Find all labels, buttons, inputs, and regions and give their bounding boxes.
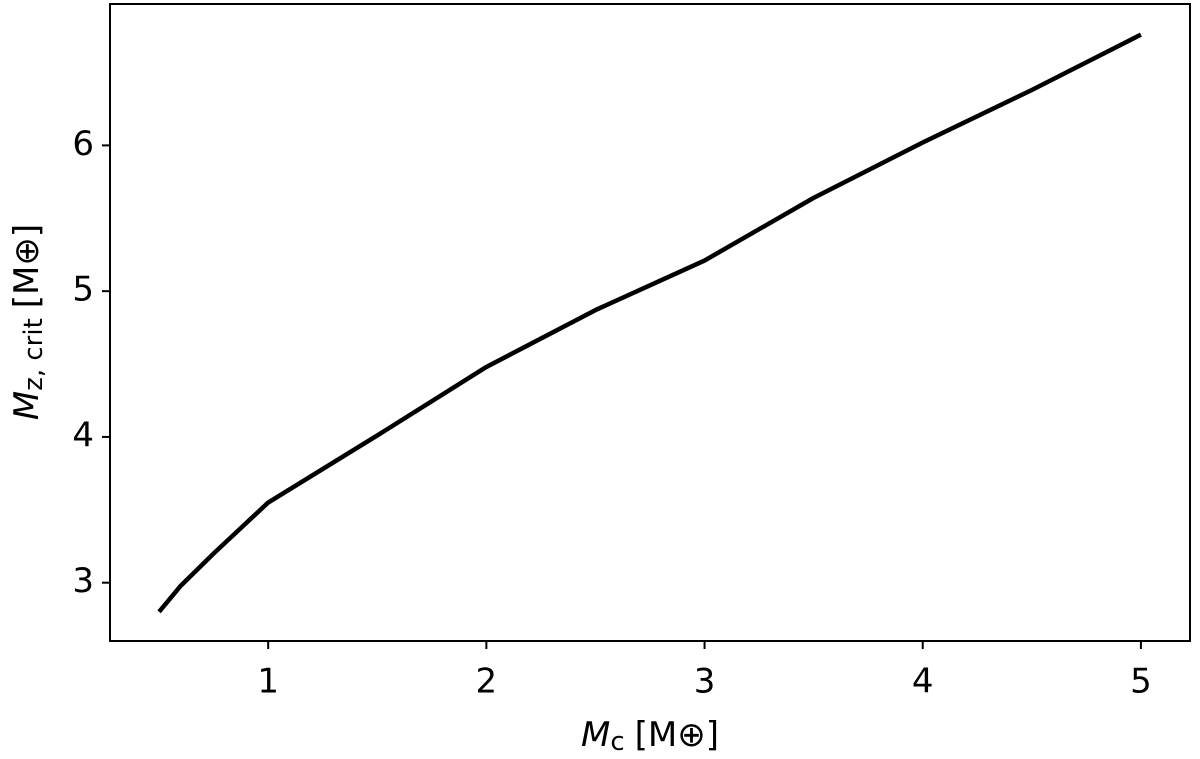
y-tick-label: 6 xyxy=(72,124,94,164)
x-axis-label: Mc [M⊕] xyxy=(581,715,719,757)
x-tick-label: 2 xyxy=(476,662,498,702)
y-tick-label: 5 xyxy=(72,270,94,310)
x-tick-label: 3 xyxy=(694,662,716,702)
y-tick-label: 4 xyxy=(72,415,94,455)
x-tick-label: 1 xyxy=(257,662,279,702)
plot-frame xyxy=(109,3,1191,642)
data-line xyxy=(157,32,1142,614)
x-tick-label: 4 xyxy=(912,662,934,702)
y-axis-label: Mz, crit[M⊕] xyxy=(7,224,49,420)
x-tick-label: 5 xyxy=(1130,662,1152,702)
y-tick-label: 3 xyxy=(72,561,94,601)
